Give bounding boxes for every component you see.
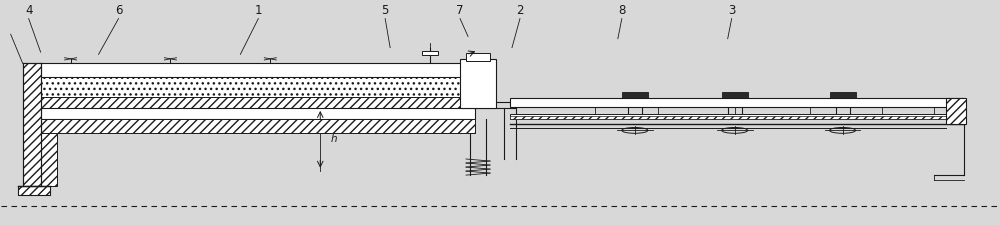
Text: 2: 2 <box>516 4 524 18</box>
Text: 6: 6 <box>115 4 122 18</box>
Bar <box>29 119 475 133</box>
Bar <box>39 63 475 77</box>
Bar <box>722 92 748 98</box>
Bar <box>39 97 475 108</box>
Bar <box>510 114 964 119</box>
Bar <box>946 98 966 124</box>
Bar <box>460 59 496 108</box>
Text: 7: 7 <box>456 4 464 18</box>
Bar <box>39 77 475 97</box>
Bar <box>18 186 50 195</box>
Text: h: h <box>330 134 337 144</box>
Bar <box>510 98 964 107</box>
Bar <box>622 92 648 98</box>
Bar <box>39 133 57 186</box>
Text: 3: 3 <box>728 4 735 18</box>
Text: 1: 1 <box>255 4 262 18</box>
Text: 5: 5 <box>381 4 389 18</box>
Bar <box>830 92 856 98</box>
Text: 4: 4 <box>25 4 32 18</box>
Bar <box>422 51 438 56</box>
Bar <box>510 116 964 119</box>
Bar <box>23 63 41 186</box>
Text: 8: 8 <box>618 4 626 18</box>
Bar <box>29 108 475 119</box>
Bar <box>466 53 490 61</box>
